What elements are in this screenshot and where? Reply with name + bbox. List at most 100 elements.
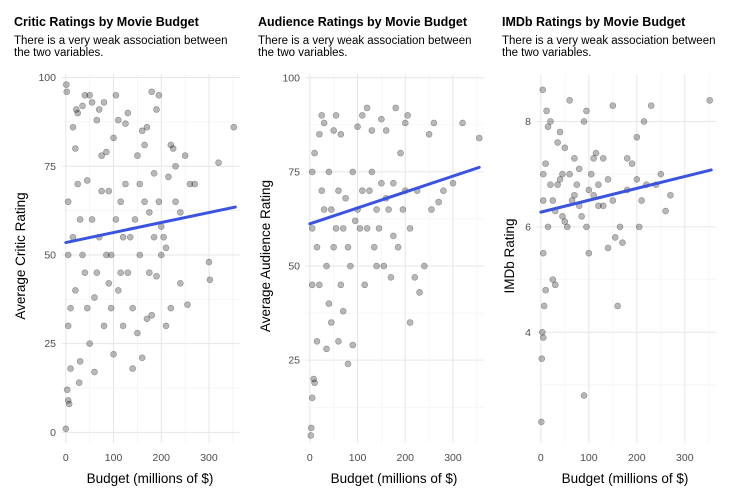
scatter-point <box>62 81 70 88</box>
scatter-point <box>543 107 550 115</box>
scatter-point <box>107 251 115 259</box>
scatter-point <box>172 198 179 206</box>
scatter-point <box>205 258 213 266</box>
scatter-point <box>540 302 548 310</box>
scatter-point <box>72 287 79 294</box>
scatter-point <box>667 191 674 199</box>
scatter-point <box>359 112 366 119</box>
scatter-point <box>63 88 71 96</box>
scatter-point <box>143 315 151 323</box>
panel-subtitle-line-1: There is a very weak association between <box>258 35 472 47</box>
scatter-point <box>165 173 172 181</box>
scatter-point <box>330 127 337 134</box>
scatter-point <box>554 181 561 188</box>
scatter-points <box>538 86 714 426</box>
scatter-point <box>155 198 163 206</box>
y-tick-label: 25 <box>288 355 300 367</box>
scatter-point <box>230 123 238 131</box>
scatter-point <box>599 202 607 210</box>
scatter-point <box>609 197 617 204</box>
scatter-point <box>308 281 316 289</box>
scatter-point <box>339 225 347 232</box>
scatter-point <box>361 281 368 289</box>
scatter-point <box>354 123 361 131</box>
scatter-point <box>83 304 91 312</box>
scatter-point <box>401 119 409 127</box>
scatter-point <box>79 102 86 110</box>
scatter-point <box>76 358 84 365</box>
x-axis-title: Budget (millions of $) <box>87 471 214 486</box>
scatter-point <box>592 149 600 157</box>
y-axis-title: Average Critic Rating <box>13 192 28 319</box>
scatter-point <box>378 179 385 187</box>
x-tick-label: 200 <box>396 452 414 464</box>
scatter-point <box>619 239 626 246</box>
scatter-point <box>110 134 117 142</box>
scatter-point <box>406 225 414 232</box>
scatter-point <box>129 304 136 312</box>
scatter-point <box>177 280 184 287</box>
scatter-point <box>373 206 380 213</box>
scatter-point <box>635 223 643 231</box>
scatter-point <box>585 186 593 194</box>
scatter-point <box>435 198 442 206</box>
scatter-point <box>638 197 645 204</box>
panel-subtitle-line-2: the two variables. <box>258 47 348 59</box>
scatter-point <box>578 213 585 220</box>
scatter-point <box>325 300 333 307</box>
scatter-point <box>430 119 438 127</box>
scatter-point <box>325 168 333 176</box>
scatter-point <box>585 249 593 257</box>
scatter-point <box>112 91 120 99</box>
trend-line <box>308 165 481 226</box>
scatter-point <box>349 168 357 176</box>
scatter-point <box>150 170 158 177</box>
scatter-point <box>153 106 160 113</box>
scatter-point <box>335 338 342 345</box>
scatter-point <box>318 112 326 119</box>
x-tick-label: 300 <box>676 452 694 464</box>
scatter-point <box>88 99 96 106</box>
scatter-point <box>103 148 110 156</box>
scatter-point <box>162 244 170 252</box>
scatter-point <box>103 251 110 259</box>
scatter-point <box>616 223 624 231</box>
scatter-point <box>64 397 72 404</box>
scatter-point <box>129 365 136 372</box>
scatter-point <box>72 145 79 152</box>
scatter-point <box>566 170 573 178</box>
scatter-point <box>368 127 376 134</box>
x-tick-label: 0 <box>63 452 69 464</box>
scatter-point <box>308 168 316 176</box>
scatter-point <box>539 334 547 341</box>
y-tick-label: 100 <box>38 72 56 84</box>
scatter-point <box>138 127 146 135</box>
y-tick-label: 4 <box>525 327 531 339</box>
scatter-point <box>538 355 546 362</box>
scatter-point <box>73 106 80 113</box>
y-tick-label: 75 <box>44 161 56 173</box>
x-tick-label: 100 <box>580 452 598 464</box>
scatter-point <box>148 88 156 96</box>
scatter-point <box>551 281 559 289</box>
scatter-point <box>549 276 557 283</box>
scatter-point <box>126 233 134 241</box>
panel-subtitle-line-1: There is a very weak association between <box>502 35 716 47</box>
scatter-point <box>390 179 397 187</box>
scatter-point <box>544 223 552 231</box>
scatter-point <box>363 225 371 232</box>
scatter-point <box>62 425 70 433</box>
scatter-point <box>100 99 108 106</box>
scatter-point <box>83 177 91 184</box>
scatter-point <box>79 251 86 259</box>
scatter-point <box>112 216 120 223</box>
scatter-point <box>604 176 612 183</box>
scatter-point <box>124 109 132 117</box>
scatter-point <box>88 216 96 223</box>
scatter-point <box>571 191 578 199</box>
scatter-point <box>378 115 385 123</box>
scatter-point <box>375 225 383 232</box>
scatter-point <box>105 187 113 195</box>
